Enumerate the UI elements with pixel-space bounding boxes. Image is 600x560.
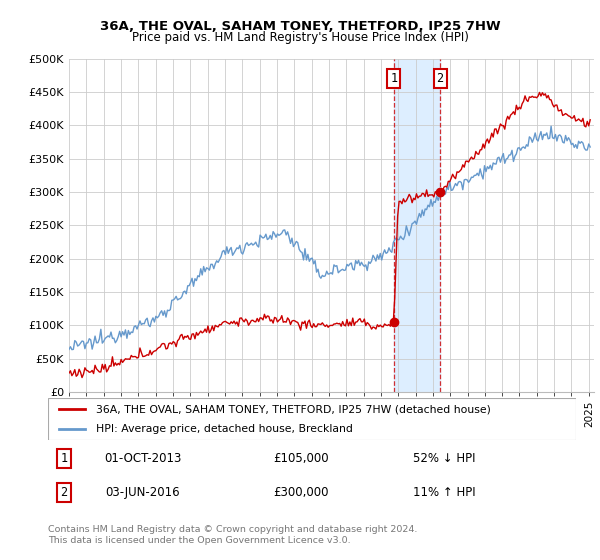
Text: 11% ↑ HPI: 11% ↑ HPI <box>413 486 475 499</box>
Text: 03-JUN-2016: 03-JUN-2016 <box>106 486 181 499</box>
Text: 2: 2 <box>60 486 67 499</box>
Text: Contains HM Land Registry data © Crown copyright and database right 2024.
This d: Contains HM Land Registry data © Crown c… <box>48 525 418 545</box>
Text: HPI: Average price, detached house, Breckland: HPI: Average price, detached house, Brec… <box>95 424 352 434</box>
Text: 1: 1 <box>60 452 67 465</box>
Text: 1: 1 <box>391 72 397 85</box>
Text: 01-OCT-2013: 01-OCT-2013 <box>104 452 182 465</box>
Text: 52% ↓ HPI: 52% ↓ HPI <box>413 452 475 465</box>
FancyBboxPatch shape <box>48 398 576 440</box>
Text: Price paid vs. HM Land Registry's House Price Index (HPI): Price paid vs. HM Land Registry's House … <box>131 31 469 44</box>
Text: £300,000: £300,000 <box>274 486 329 499</box>
Text: 36A, THE OVAL, SAHAM TONEY, THETFORD, IP25 7HW: 36A, THE OVAL, SAHAM TONEY, THETFORD, IP… <box>100 20 500 32</box>
Text: 36A, THE OVAL, SAHAM TONEY, THETFORD, IP25 7HW (detached house): 36A, THE OVAL, SAHAM TONEY, THETFORD, IP… <box>95 404 490 414</box>
Text: 2: 2 <box>437 72 444 85</box>
Text: £105,000: £105,000 <box>274 452 329 465</box>
Bar <box>394 59 440 392</box>
